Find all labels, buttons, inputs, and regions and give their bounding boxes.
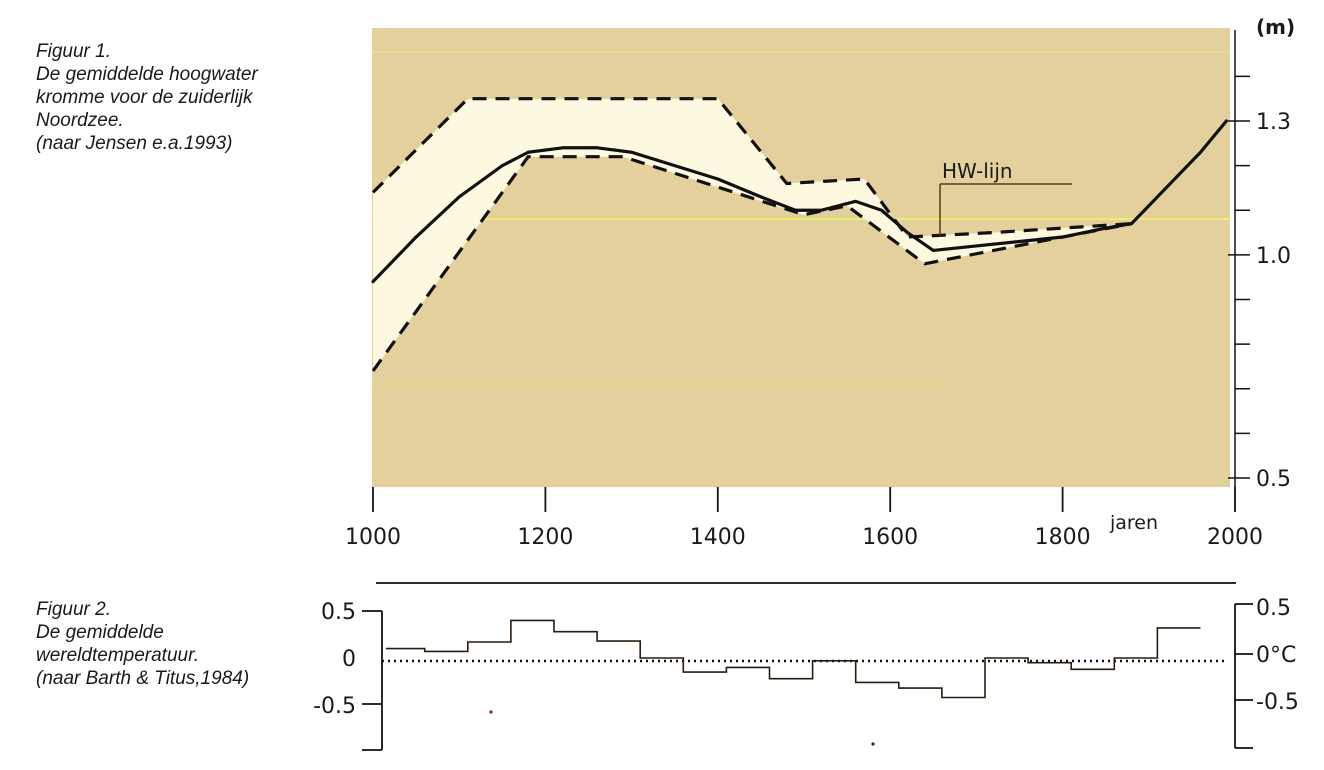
- x-axis-label: jaren: [1109, 512, 1158, 534]
- y-tick-label-right: 0.5: [1256, 596, 1291, 621]
- y-tick-label-left: -0.5: [313, 694, 356, 719]
- caption-line: De gemiddelde: [36, 622, 164, 643]
- hw-envelope-upper: [371, 97, 1132, 239]
- caption-line: kromme voor de zuiderlijk: [36, 87, 253, 108]
- temperature-step-line: [385, 619, 1201, 699]
- y-tick-label-left: 0: [342, 647, 356, 672]
- y-tick-label: 1.3: [1256, 110, 1291, 135]
- figure-2-chart: 0.5 0 -0.5 0.5 0°C -0.5: [313, 582, 1299, 751]
- y-axis-unit-label: (m): [1256, 15, 1295, 39]
- caption-line: (naar Jensen e.a.1993): [36, 133, 233, 154]
- x-tick-label: 1200: [517, 525, 573, 550]
- plot-background: [372, 28, 1230, 487]
- y-tick-label-right: 0°C: [1256, 643, 1296, 668]
- figure-1-chart: 1.3 1.0 0.5 (m) 1000 1200 1400 1600 1800 2000 jare…: [345, 15, 1295, 550]
- caption-line: wereldtemperatuur.: [36, 645, 199, 666]
- caption-line: Noordzee.: [36, 110, 124, 131]
- x-tick-label: 1600: [862, 525, 918, 550]
- y-tick-label-right: -0.5: [1256, 690, 1299, 715]
- figure-1-caption: Figuur 1. De gemiddelde hoogwater kromme…: [36, 40, 258, 155]
- print-speck: [489, 710, 493, 714]
- caption-line: De gemiddelde hoogwater: [36, 64, 258, 85]
- x-tick-label: 1400: [690, 525, 746, 550]
- x-tick-label: 1800: [1035, 525, 1091, 550]
- annotation-label: HW-lijn: [942, 159, 1013, 183]
- caption-line: Figuur 1.: [36, 41, 111, 62]
- x-tick-label: 2000: [1207, 525, 1263, 550]
- caption-line: (naar Barth & Titus,1984): [36, 668, 250, 689]
- y-tick-label-left: 0.5: [321, 600, 356, 625]
- print-speck: [871, 742, 875, 746]
- figure-2-caption: Figuur 2. De gemiddelde wereldtemperatuu…: [36, 598, 249, 690]
- y-tick-label: 0.5: [1256, 467, 1291, 492]
- x-tick-label: 1000: [345, 525, 401, 550]
- hw-envelope-lower: [371, 155, 1132, 372]
- caption-line: Figuur 2.: [36, 599, 111, 620]
- y-tick-label: 1.0: [1256, 244, 1291, 269]
